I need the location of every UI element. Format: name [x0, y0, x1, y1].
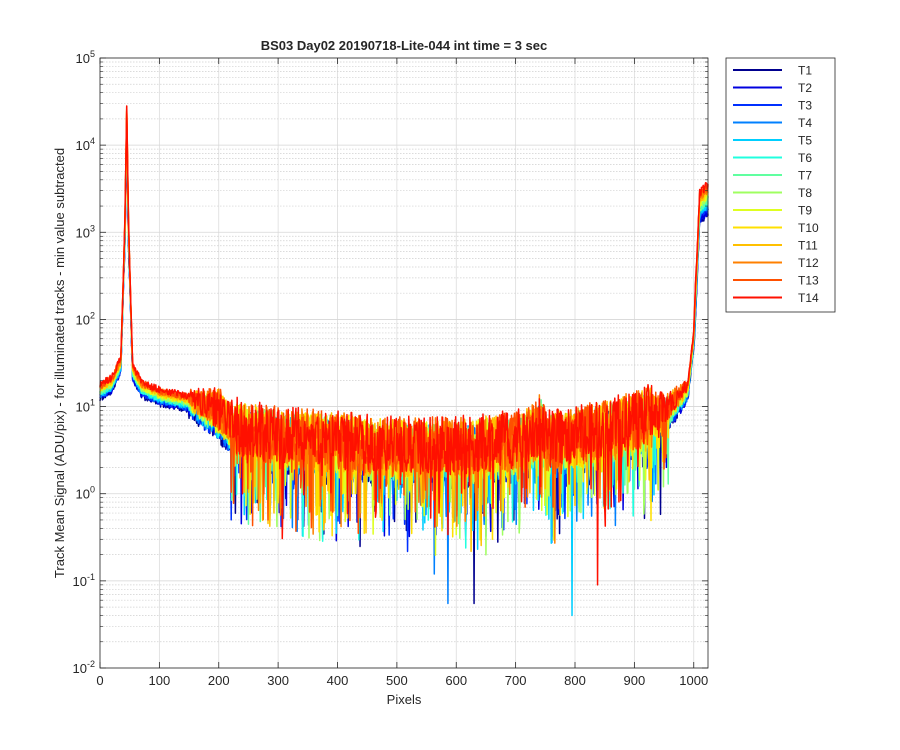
- plot-area: [99, 105, 709, 617]
- x-tick-label: 600: [445, 673, 467, 688]
- y-tick-label: 101: [76, 398, 95, 415]
- chart-title: BS03 Day02 20190718-Lite-044 int time = …: [261, 38, 548, 53]
- x-tick-label: 1000: [679, 673, 708, 688]
- x-axis-label: Pixels: [387, 692, 422, 707]
- y-tick-label: 100: [76, 485, 95, 502]
- legend-label-t9: T9: [798, 204, 812, 218]
- grid: [99, 57, 708, 669]
- x-tick-label: 100: [149, 673, 171, 688]
- legend-label-t14: T14: [798, 291, 819, 305]
- x-tick-label: 200: [208, 673, 230, 688]
- y-tick-label: 103: [76, 223, 95, 240]
- x-tick-label: 400: [327, 673, 349, 688]
- legend-label-t8: T8: [798, 186, 812, 200]
- legend-label-t1: T1: [798, 64, 812, 78]
- axes-background: [100, 58, 708, 668]
- legend-label-t2: T2: [798, 81, 812, 95]
- x-tick-label: 0: [96, 673, 103, 688]
- legend-label-t6: T6: [798, 151, 812, 165]
- y-tick-label: 10-2: [73, 659, 95, 676]
- x-tick-label: 300: [267, 673, 289, 688]
- y-tick-label: 102: [76, 310, 95, 327]
- legend-label-t11: T11: [798, 239, 818, 253]
- y-tick-label: 105: [76, 49, 95, 66]
- legend-label-t4: T4: [798, 116, 812, 130]
- x-tick-label: 700: [505, 673, 527, 688]
- y-axis-label: Track Mean Signal (ADU/pix) - for illumi…: [52, 148, 67, 578]
- x-tick-label: 900: [624, 673, 646, 688]
- legend-label-t13: T13: [798, 274, 819, 288]
- x-tick-label: 800: [564, 673, 586, 688]
- axes-box: [99, 57, 709, 669]
- series-line-t14: [99, 105, 709, 586]
- legend-label-t5: T5: [798, 134, 812, 148]
- legend-label-t7: T7: [798, 169, 812, 183]
- legend-label-t12: T12: [798, 256, 819, 270]
- ticks: 0 100 200 300 400 500 600 700 800 900 1000 10-2 10-1…: [73, 49, 709, 688]
- legend-label-t10: T10: [798, 221, 819, 235]
- y-tick-label: 104: [76, 136, 95, 153]
- legend-box: [725, 57, 836, 313]
- y-tick-label: 10-1: [73, 572, 95, 589]
- x-tick-label: 500: [386, 673, 408, 688]
- legend: T1 T2 T3 T4 T5 T6 T7 T8 T9 T10 T11 T12 T13 T14: [725, 57, 836, 313]
- legend-label-t3: T3: [798, 99, 812, 113]
